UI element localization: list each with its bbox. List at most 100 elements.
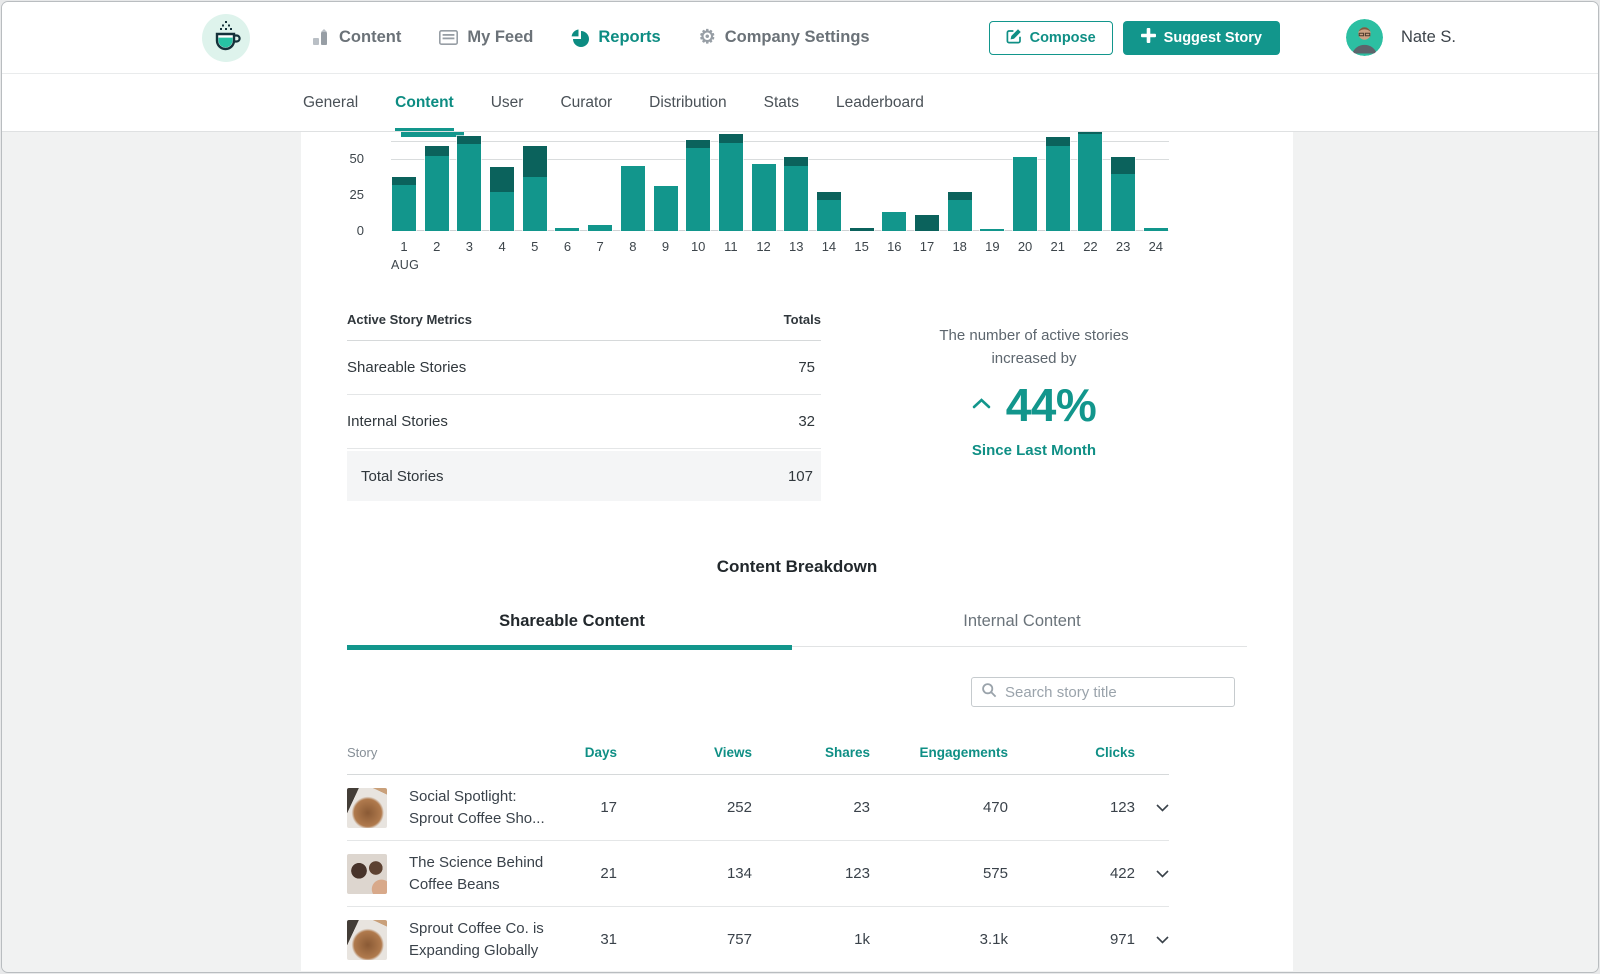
cell-days: 17 — [600, 799, 617, 816]
column-header-shares[interactable]: Shares — [824, 745, 870, 760]
x-tick-label: 7 — [596, 239, 604, 254]
chevron-down-icon[interactable] — [1156, 869, 1169, 878]
chart-bar[interactable] — [881, 210, 908, 231]
x-tick-label: 11 — [724, 239, 738, 254]
chart-bar[interactable] — [717, 133, 744, 231]
story-search — [971, 677, 1235, 707]
story-table-header: Story Days Views Shares Engagements Clic… — [347, 745, 1169, 775]
chart-bar[interactable] — [619, 164, 646, 231]
chart-bar[interactable] — [783, 156, 810, 231]
chart-bar[interactable] — [914, 215, 940, 231]
metric-value: 75 — [798, 359, 815, 376]
chevron-down-icon[interactable] — [1156, 935, 1169, 944]
x-tick-label: 12 — [756, 239, 771, 254]
x-tick-label: 3 — [465, 239, 473, 254]
chart-bar[interactable] — [750, 163, 777, 231]
chart-bar[interactable] — [554, 226, 581, 231]
column-header-views[interactable]: Views — [713, 745, 752, 760]
story-table: Story Days Views Shares Engagements Clic… — [347, 745, 1169, 972]
chart-month-label: AUG — [391, 258, 420, 272]
chart-bar[interactable] — [423, 144, 450, 231]
cell-engagements: 575 — [982, 865, 1008, 882]
chart-x-labels: 1 2 3 4 5 6 7 8 9 10 11 12 13 14 15 16 17 18 19 20 21 22 23 24 — [391, 231, 1169, 254]
tab-internal-content[interactable]: Internal Content — [963, 612, 1081, 630]
x-tick-label: 22 — [1083, 239, 1098, 254]
x-tick-label: 13 — [789, 239, 804, 254]
active-story-metrics-table: Active Story Metrics Totals Shareable St… — [347, 312, 821, 501]
nav-item-content[interactable]: Content — [312, 28, 401, 47]
chart-bar[interactable] — [1044, 136, 1071, 231]
chart-bar[interactable] — [979, 228, 1006, 231]
table-row[interactable]: Social Spotlight: Sprout Coffee Sho... 1… — [347, 775, 1169, 841]
subnav-item-leaderboard[interactable]: Leaderboard — [835, 93, 924, 111]
cell-clicks: 422 — [1109, 865, 1135, 882]
nav-item-my-feed[interactable]: My Feed — [439, 28, 533, 47]
story-title-line2: Sprout Coffee Sho... — [409, 809, 545, 827]
x-tick-label: 6 — [563, 239, 572, 254]
subnav-item-curator[interactable]: Curator — [560, 93, 613, 111]
subnav-item-distribution[interactable]: Distribution — [649, 93, 727, 111]
chart-bar[interactable] — [1012, 156, 1039, 231]
chart-bar[interactable] — [521, 144, 548, 231]
chart-bar[interactable] — [1077, 132, 1104, 231]
metric-value: 32 — [798, 413, 815, 430]
y-tick-label: 25 — [349, 187, 364, 202]
subnav-item-user[interactable]: User — [490, 93, 524, 111]
metric-label: Total Stories — [361, 467, 444, 485]
bar-chart-icon — [312, 29, 330, 46]
chevron-down-icon[interactable] — [1156, 803, 1169, 812]
chart-bar[interactable] — [391, 176, 417, 231]
chart-bar[interactable] — [456, 134, 483, 231]
coffee-logo[interactable] — [202, 13, 250, 62]
chart-bar[interactable] — [1142, 226, 1169, 231]
metrics-row-total: Total Stories 107 — [347, 451, 821, 501]
compose-button[interactable]: Compose — [988, 20, 1113, 55]
subnav-item-general[interactable]: General — [303, 93, 359, 111]
metrics-totals-header: Totals — [783, 312, 821, 327]
chart-bar[interactable] — [946, 190, 973, 231]
y-tick-label: 50 — [349, 151, 364, 166]
column-header-clicks[interactable]: Clicks — [1095, 745, 1135, 760]
cell-engagements: 3.1k — [979, 931, 1008, 948]
x-tick-label: 18 — [952, 239, 967, 254]
tab-shareable-content[interactable]: Shareable Content — [499, 612, 645, 630]
search-icon — [981, 682, 997, 703]
metric-label: Shareable Stories — [347, 359, 467, 376]
subnav-item-stats[interactable]: Stats — [763, 93, 799, 111]
chart-bar[interactable] — [652, 184, 679, 231]
content-breakdown-title: Content Breakdown — [716, 557, 878, 576]
nav-item-company-settings[interactable]: ⚙ Company Settings — [699, 28, 870, 47]
cell-days: 31 — [600, 931, 617, 948]
caret-up-icon — [972, 396, 991, 414]
column-header-engagements[interactable]: Engagements — [919, 745, 1008, 760]
chart-bar[interactable] — [587, 223, 614, 231]
chart-bar[interactable] — [848, 228, 875, 231]
metrics-row-shareable: Shareable Stories 75 — [347, 341, 821, 395]
chart-bar[interactable] — [815, 190, 842, 231]
subnav-item-content[interactable]: Content — [395, 74, 454, 131]
chart-bar[interactable] — [489, 166, 516, 231]
x-tick-label: 1 — [400, 239, 408, 254]
chart-bar[interactable] — [1110, 156, 1137, 231]
x-tick-label: 2 — [433, 239, 441, 254]
chart-bar[interactable] — [685, 138, 712, 231]
y-tick-label: 0 — [356, 223, 364, 238]
table-row[interactable]: Sprout Coffee Co. is Expanding Globally … — [347, 907, 1169, 972]
x-tick-label: 9 — [661, 239, 670, 254]
user-menu[interactable]: Nate S. — [1345, 19, 1456, 56]
chart-baseline — [391, 230, 1169, 231]
cell-views: 757 — [726, 931, 752, 948]
column-header-days[interactable]: Days — [584, 745, 617, 760]
table-row[interactable]: The Science Behind Coffee Beans 21 134 1… — [347, 841, 1169, 907]
main-nav: Content My Feed Reports ⚙ Company Settin… — [312, 28, 870, 47]
nav-item-reports[interactable]: Reports — [571, 28, 661, 47]
x-tick-label: 15 — [854, 239, 869, 254]
metrics-title: Active Story Metrics — [347, 312, 472, 327]
plus-icon — [1140, 28, 1156, 47]
cell-clicks: 971 — [1109, 931, 1135, 948]
cell-shares: 1k — [854, 931, 870, 948]
increase-caption: Since Last Month — [971, 442, 1097, 459]
search-input[interactable] — [1005, 683, 1225, 701]
suggest-story-button[interactable]: Suggest Story — [1122, 20, 1280, 55]
